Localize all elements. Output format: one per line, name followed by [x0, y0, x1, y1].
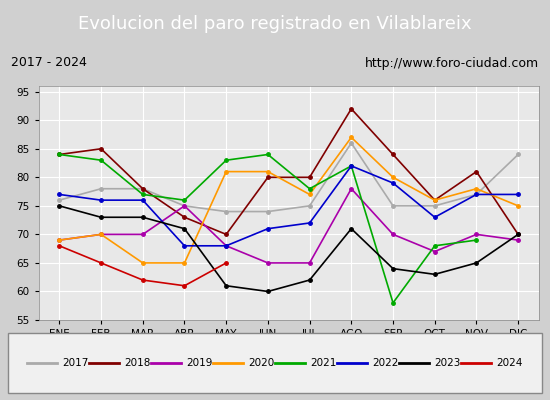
- Text: 2023: 2023: [434, 358, 460, 368]
- Text: 2017: 2017: [62, 358, 89, 368]
- Text: 2019: 2019: [186, 358, 212, 368]
- Text: Evolucion del paro registrado en Vilablareix: Evolucion del paro registrado en Vilabla…: [78, 15, 472, 33]
- Text: 2020: 2020: [248, 358, 274, 368]
- Text: 2022: 2022: [372, 358, 398, 368]
- Text: http://www.foro-ciudad.com: http://www.foro-ciudad.com: [365, 56, 539, 70]
- Text: 2021: 2021: [310, 358, 337, 368]
- Text: 2018: 2018: [124, 358, 151, 368]
- FancyBboxPatch shape: [8, 333, 542, 393]
- Text: 2024: 2024: [496, 358, 522, 368]
- Text: 2017 - 2024: 2017 - 2024: [11, 56, 87, 70]
